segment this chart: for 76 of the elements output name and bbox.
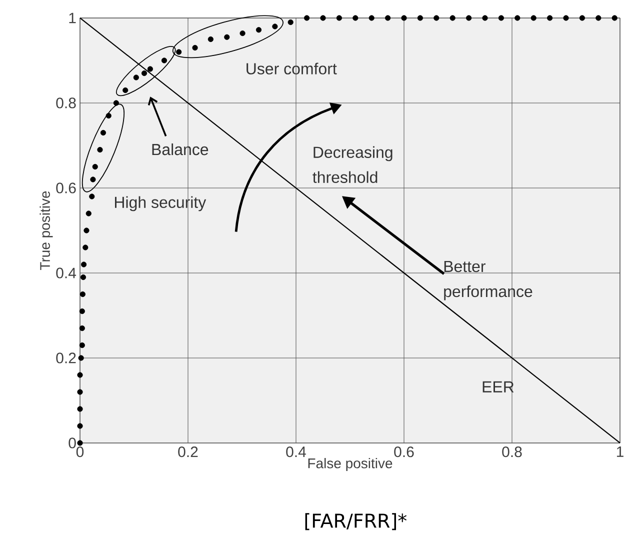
point: [256, 27, 262, 33]
annotation: Balance: [152, 143, 208, 156]
annotation: EER: [482, 381, 514, 392]
point: [352, 15, 358, 21]
point: [208, 36, 214, 42]
point: [272, 24, 278, 30]
y-tick-label: 1: [69, 12, 76, 24]
x-tick-label: 0.2: [178, 446, 198, 458]
point: [240, 30, 246, 36]
point: [563, 15, 569, 21]
point: [385, 15, 391, 21]
x-tick-label: 1: [616, 446, 624, 457]
point: [82, 244, 88, 250]
point: [482, 15, 488, 21]
point: [417, 15, 423, 21]
y-tick-label: 0: [68, 438, 76, 448]
point: [547, 15, 553, 21]
point: [304, 15, 310, 21]
point: [77, 440, 83, 446]
point: [79, 342, 85, 348]
x-tick-label: 0.4: [286, 446, 306, 458]
point: [90, 176, 96, 182]
point: [80, 274, 86, 280]
point: [336, 15, 342, 21]
point: [122, 87, 128, 94]
point: [79, 308, 85, 314]
annotation: High security: [115, 196, 206, 212]
text: [FAR/FRR]*: [305, 513, 407, 530]
point: [320, 15, 326, 21]
point: [434, 15, 440, 21]
y-tick-label: 0.8: [56, 98, 76, 108]
point: [498, 15, 504, 21]
point: [106, 112, 112, 119]
point: [176, 49, 182, 55]
annotation: User comfort: [246, 62, 337, 74]
point: [92, 164, 98, 170]
point: [77, 423, 83, 429]
x-axis-title: False positive: [308, 458, 392, 472]
x-tick-label: 0: [76, 446, 84, 458]
point: [78, 355, 84, 361]
point: [80, 262, 87, 268]
x-tick-label: 0.8: [502, 446, 522, 458]
point: [84, 228, 90, 234]
annotation: Better performance: [444, 260, 532, 300]
x-tick-label: 0.6: [394, 446, 414, 458]
point: [161, 58, 168, 64]
point: [596, 15, 602, 21]
point: [224, 34, 230, 40]
point: [401, 15, 407, 21]
point: [530, 15, 536, 21]
point: [113, 100, 119, 106]
point: [368, 15, 374, 21]
point: [466, 15, 472, 21]
point: [89, 194, 95, 200]
point: [77, 372, 83, 378]
point: [77, 406, 83, 412]
point: [579, 15, 585, 21]
y-tick-label: 0.4: [56, 268, 76, 278]
point: [100, 130, 106, 136]
point: [79, 325, 85, 332]
point: [450, 15, 456, 21]
point: [612, 15, 618, 21]
point: [147, 66, 154, 72]
point: [133, 74, 139, 80]
y-tick-label: 0.2: [56, 352, 76, 364]
y-tick-label: 0.6: [56, 182, 76, 194]
point: [80, 291, 86, 298]
y-axis-title: True positive: [40, 191, 53, 270]
point: [288, 19, 294, 26]
point: [97, 146, 103, 153]
annotation: Decreasing threshold: [312, 146, 392, 183]
point: [77, 389, 83, 395]
point: [192, 44, 198, 51]
point: [86, 210, 92, 216]
point: [141, 70, 148, 76]
point: [514, 15, 520, 21]
